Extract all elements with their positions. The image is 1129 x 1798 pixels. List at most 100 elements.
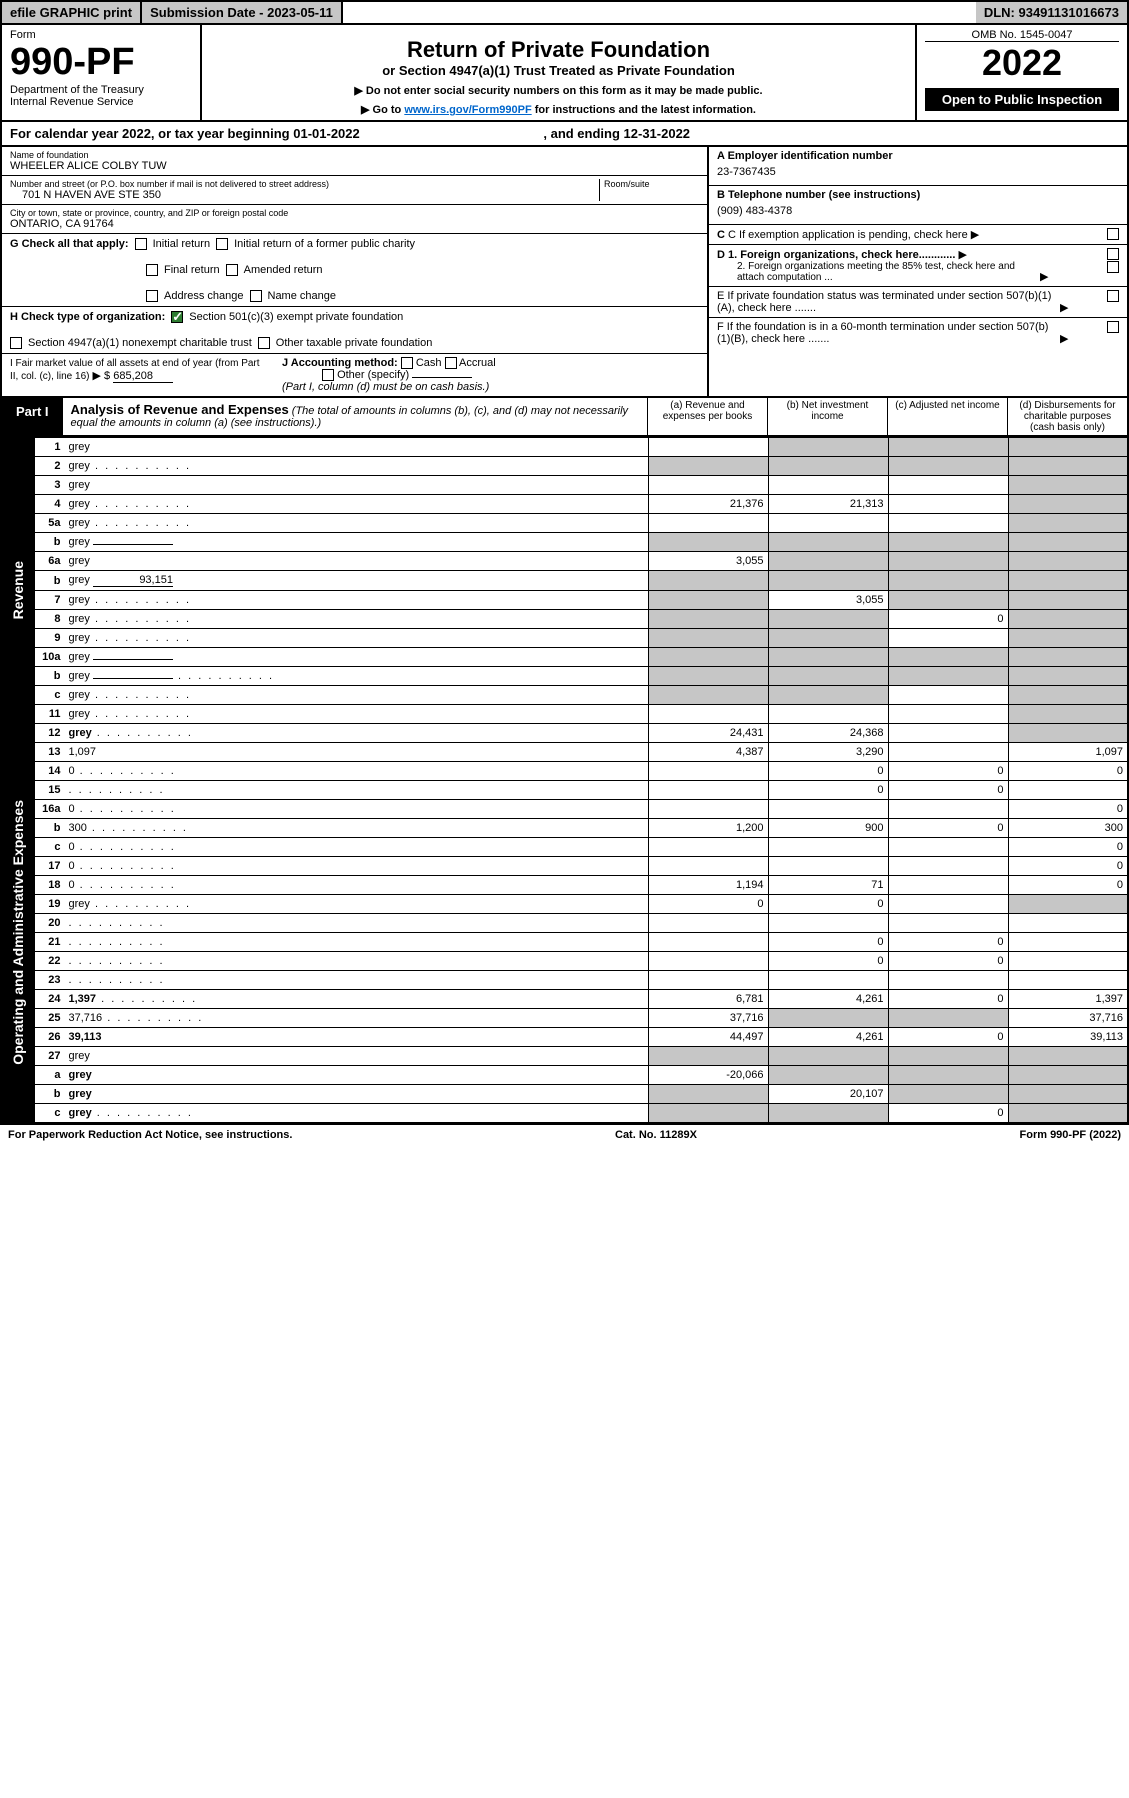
expenses-side-label: Operating and Administrative Expenses (6, 792, 30, 1073)
table-row: 11grey (1, 705, 1128, 724)
omb: OMB No. 1545-0047 (925, 29, 1119, 42)
table-row: 5agrey (1, 514, 1128, 533)
ein-label: A Employer identification number (717, 150, 893, 162)
name-change-check[interactable] (250, 290, 262, 302)
c-label: C If exemption application is pending, c… (728, 229, 968, 241)
table-row: agrey-20,066 (1, 1066, 1128, 1085)
footer-mid: Cat. No. 11289X (615, 1129, 697, 1141)
table-row: 2639,11344,4974,261039,113 (1, 1028, 1128, 1047)
foundation-name: WHEELER ALICE COLBY TUW (10, 160, 699, 172)
dept-2: Internal Revenue Service (10, 96, 192, 108)
table-row: cgrey0 (1, 1104, 1128, 1124)
header-bar: efile GRAPHIC print Submission Date - 20… (0, 0, 1129, 25)
table-row: 1700 (1, 857, 1128, 876)
dept-1: Department of the Treasury (10, 84, 192, 96)
table-row: bgrey20,107 (1, 1085, 1128, 1104)
open-inspection: Open to Public Inspection (925, 88, 1119, 111)
table-row: c00 (1, 838, 1128, 857)
table-row: Revenue1grey (1, 438, 1128, 457)
h-row: H Check type of organization: Section 50… (2, 307, 707, 354)
name-label: Name of foundation (10, 150, 699, 160)
submission-date: Submission Date - 2023-05-11 (142, 2, 343, 23)
table-row: 8grey0 (1, 610, 1128, 629)
footer-left: For Paperwork Reduction Act Notice, see … (8, 1129, 292, 1141)
ein: 23-7367435 (717, 162, 1119, 182)
e-check[interactable] (1107, 290, 1119, 302)
f-label: F If the foundation is in a 60-month ter… (717, 321, 1057, 345)
revenue-side-label: Revenue (6, 553, 30, 627)
city-label: City or town, state or province, country… (10, 208, 699, 218)
dln: DLN: 93491131016673 (976, 2, 1127, 23)
part1-tab: Part I (2, 398, 63, 435)
table-row: 2537,71637,71637,716 (1, 1009, 1128, 1028)
table-row: 7grey3,055 (1, 591, 1128, 610)
tax-year: 2022 (925, 42, 1119, 84)
f-check[interactable] (1107, 321, 1119, 333)
form-title: Return of Private Foundation (210, 37, 907, 63)
table-row: b3001,2009000300 (1, 819, 1128, 838)
city: ONTARIO, CA 91764 (10, 218, 699, 230)
table-row: 16a00 (1, 800, 1128, 819)
table-row: 2grey (1, 457, 1128, 476)
col-c: (c) Adjusted net income (887, 398, 1007, 435)
d2-check[interactable] (1107, 261, 1119, 273)
other-taxable-check[interactable] (258, 337, 270, 349)
table-row: cgrey (1, 686, 1128, 705)
entity-info: Name of foundation WHEELER ALICE COLBY T… (0, 147, 1129, 398)
form-number: 990-PF (10, 41, 192, 84)
table-row: 10agrey (1, 648, 1128, 667)
4947-check[interactable] (10, 337, 22, 349)
table-row: bgrey 93,151 (1, 571, 1128, 591)
phone: (909) 483-4378 (717, 201, 1119, 221)
table-row: 1500 (1, 781, 1128, 800)
footer-right: Form 990-PF (2022) (1020, 1129, 1122, 1141)
form-subtitle: or Section 4947(a)(1) Trust Treated as P… (210, 63, 907, 78)
cash-check[interactable] (401, 357, 413, 369)
table-row: 140000 (1, 762, 1128, 781)
d1-check[interactable] (1107, 248, 1119, 260)
col-b: (b) Net investment income (767, 398, 887, 435)
part1-table: Revenue1grey2grey3grey4grey21,37621,3135… (0, 437, 1129, 1124)
initial-return-check[interactable] (135, 238, 147, 250)
col-d: (d) Disbursements for charitable purpose… (1007, 398, 1127, 435)
table-row: 12grey24,43124,368 (1, 724, 1128, 743)
form-header: Form 990-PF Department of the Treasury I… (0, 25, 1129, 122)
phone-label: B Telephone number (see instructions) (717, 189, 920, 201)
table-row: 3grey (1, 476, 1128, 495)
address: 701 N HAVEN AVE STE 350 (10, 189, 599, 201)
d1-label: D 1. Foreign organizations, check here..… (717, 249, 955, 261)
table-row: 23 (1, 971, 1128, 990)
table-row: 4grey21,37621,313 (1, 495, 1128, 514)
table-row: 241,3976,7814,26101,397 (1, 990, 1128, 1009)
footer: For Paperwork Reduction Act Notice, see … (0, 1124, 1129, 1145)
irs-link[interactable]: www.irs.gov/Form990PF (404, 104, 531, 116)
instr-2: Go to www.irs.gov/Form990PF for instruct… (210, 103, 907, 116)
e-label: E If private foundation status was termi… (717, 290, 1057, 314)
addr-label: Number and street (or P.O. box number if… (10, 179, 599, 189)
table-row: 27grey (1, 1047, 1128, 1066)
col-a: (a) Revenue and expenses per books (647, 398, 767, 435)
other-method-check[interactable] (322, 369, 334, 381)
table-row: 1801,194710 (1, 876, 1128, 895)
table-row: 19grey00 (1, 895, 1128, 914)
501c3-check[interactable] (171, 311, 183, 323)
address-change-check[interactable] (146, 290, 158, 302)
accrual-check[interactable] (445, 357, 457, 369)
room-label: Room/suite (604, 179, 699, 189)
c-check[interactable] (1107, 228, 1119, 240)
final-return-check[interactable] (146, 264, 158, 276)
fmv-value: 685,208 (113, 370, 173, 383)
table-row: 2200 (1, 952, 1128, 971)
instr-1: Do not enter social security numbers on … (210, 84, 907, 97)
table-row: 9grey (1, 629, 1128, 648)
table-row: 6agrey3,055 (1, 552, 1128, 571)
part1-header: Part I Analysis of Revenue and Expenses … (0, 398, 1129, 437)
table-row: bgrey (1, 533, 1128, 552)
amended-return-check[interactable] (226, 264, 238, 276)
g-row: G Check all that apply: Initial return I… (2, 234, 707, 307)
d2-label: 2. Foreign organizations meeting the 85%… (717, 261, 1037, 283)
calendar-year-row: For calendar year 2022, or tax year begi… (0, 122, 1129, 147)
table-row: 2100 (1, 933, 1128, 952)
table-row: bgrey (1, 667, 1128, 686)
initial-former-check[interactable] (216, 238, 228, 250)
